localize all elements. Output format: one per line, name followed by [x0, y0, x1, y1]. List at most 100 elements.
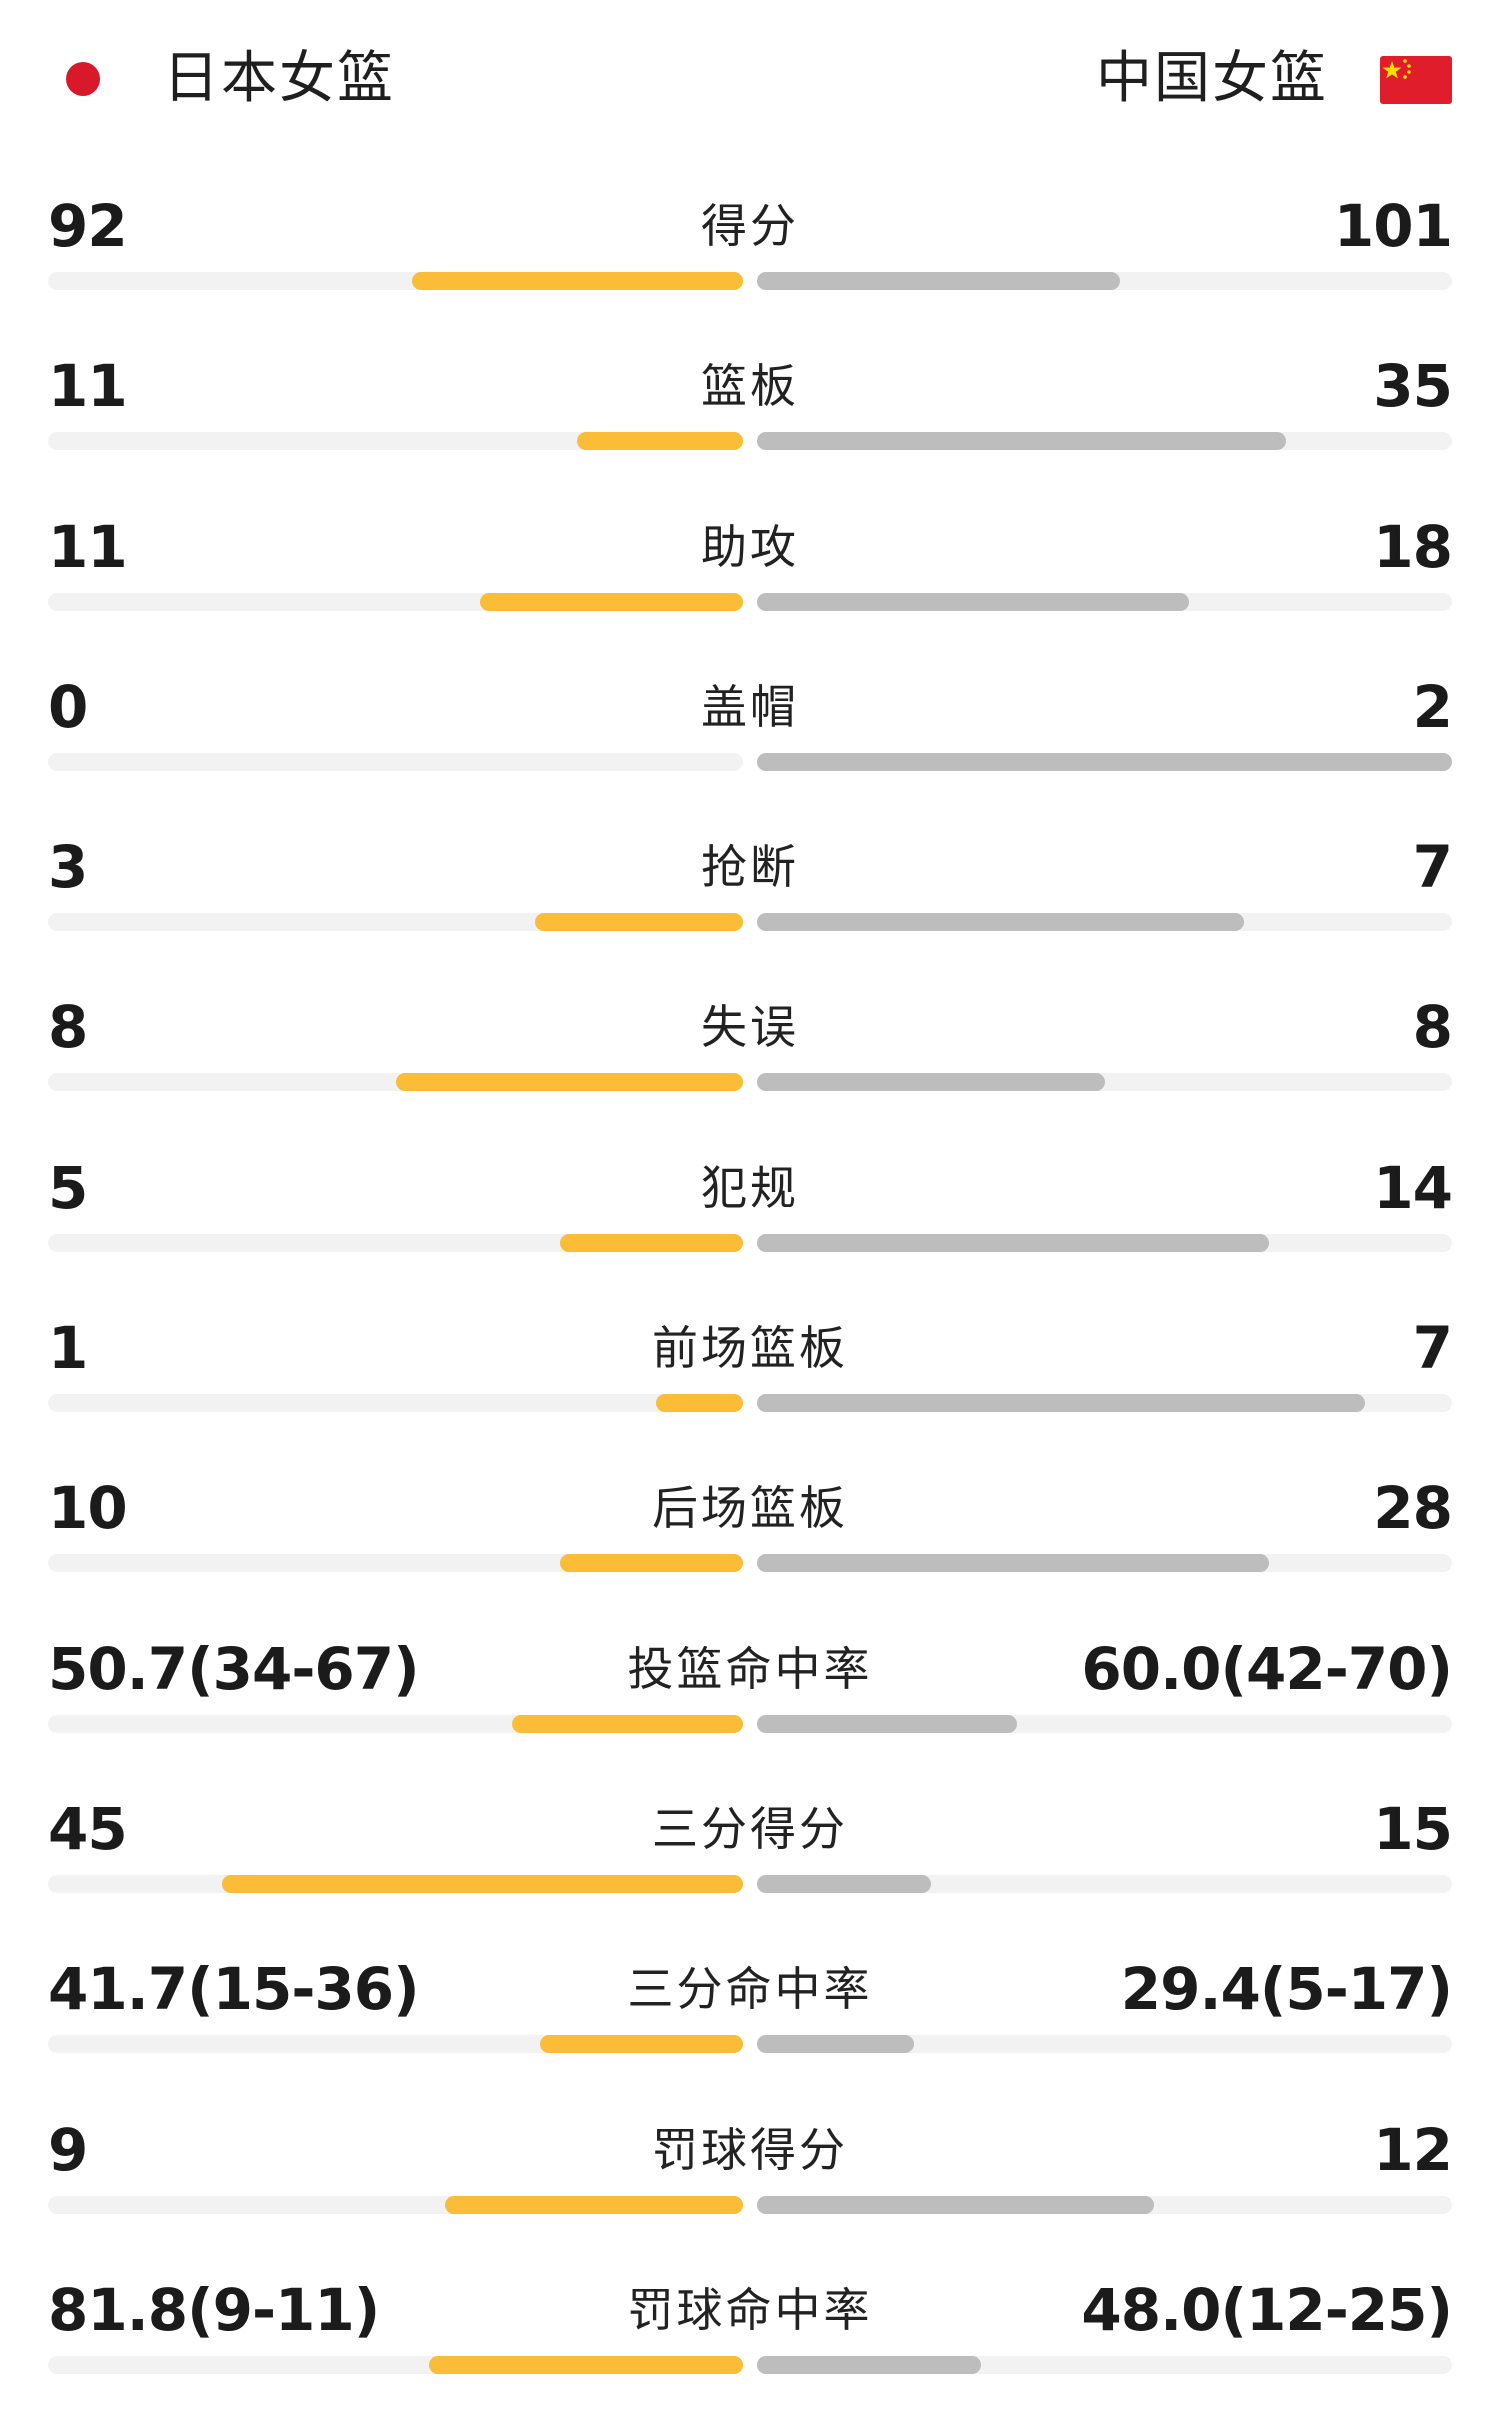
left-bar-track: [48, 1874, 743, 1893]
right-team-value: 35: [1373, 352, 1453, 421]
right-bar-track: [757, 1874, 1452, 1893]
right-bar-track: [757, 913, 1452, 932]
right-bar-track: [757, 2195, 1452, 2214]
left-bar-track: [48, 2035, 743, 2054]
left-bar-fill: [560, 1554, 743, 1573]
stat-row: 11 助攻 18: [0, 493, 1500, 653]
right-team-value: 48.0(12-25): [1081, 2275, 1453, 2344]
stat-row: 0 盖帽 2: [0, 653, 1500, 813]
right-bar-fill: [757, 2035, 915, 2054]
left-team-value: 1: [48, 1314, 88, 1383]
left-bar-fill: [221, 1874, 743, 1893]
left-bar-track: [48, 432, 743, 451]
japan-flag-icon: [66, 62, 100, 96]
left-team-value: 0: [48, 672, 88, 741]
stat-label: 盖帽: [701, 679, 799, 734]
stat-row: 1 前场篮板 7: [0, 1294, 1500, 1454]
stat-row: 5 犯规 14: [0, 1134, 1500, 1294]
right-bar-track: [757, 272, 1452, 290]
left-bar-fill: [511, 1714, 743, 1733]
stat-row: 10 后场篮板 28: [0, 1454, 1500, 1614]
stat-row: 8 失误 8: [0, 973, 1500, 1133]
stats-list: 92 得分 101 11 篮板 35 11 助攻 18 0 盖帽 2 3 抢断 7 8 失误 8 5 犯规 14 1 前场篮…: [0, 172, 1500, 2416]
right-bar-track: [757, 1714, 1452, 1733]
left-bar-track: [48, 913, 743, 932]
left-bar-fill: [560, 1233, 743, 1252]
left-bar-track: [48, 592, 743, 611]
stat-label: 三分命中率: [627, 1962, 873, 2017]
right-team-value: 29.4(5-17): [1120, 1955, 1453, 2024]
right-bar-fill: [757, 1394, 1366, 1413]
left-team-value: 11: [48, 512, 128, 581]
right-team-value: 2: [1412, 672, 1453, 741]
right-team-value: 28: [1373, 1474, 1453, 1543]
right-bar-fill: [757, 592, 1189, 611]
right-team-value: 60.0(42-70): [1081, 1634, 1453, 1703]
right-bar-track: [757, 1394, 1452, 1413]
right-bar-track: [757, 2035, 1452, 2054]
right-bar-track: [757, 2355, 1452, 2374]
left-bar-track: [48, 2355, 743, 2374]
left-bar-track: [48, 272, 743, 290]
right-bar-track: [757, 592, 1452, 611]
right-team-value: 15: [1373, 1794, 1453, 1863]
right-team-value: 101: [1333, 192, 1453, 260]
right-team-value: 14: [1373, 1153, 1453, 1222]
stat-label: 投篮命中率: [627, 1641, 873, 1696]
left-bar-track: [48, 2195, 743, 2214]
right-bar-fill: [757, 1554, 1270, 1573]
right-bar-track: [757, 432, 1452, 451]
stat-label: 抢断: [701, 840, 799, 895]
right-bar-fill: [757, 1233, 1270, 1252]
team-header: 日本女篮 中国女篮: [0, 0, 1500, 160]
stat-label: 失误: [701, 1000, 799, 1055]
left-bar-fill: [479, 592, 743, 611]
left-team-value: 11: [48, 352, 128, 421]
left-team-value: 8: [48, 993, 88, 1062]
china-flag-icon: [1380, 56, 1452, 104]
stat-label: 得分: [701, 199, 799, 253]
stat-row: 50.7(34-67) 投篮命中率 60.0(42-70): [0, 1615, 1500, 1775]
right-bar-fill: [757, 2195, 1154, 2214]
right-bar-fill: [757, 752, 1452, 771]
right-bar-fill: [757, 913, 1244, 932]
left-bar-track: [48, 1394, 743, 1413]
stat-label: 三分得分: [652, 1801, 848, 1856]
stat-row: 45 三分得分 15: [0, 1775, 1500, 1935]
left-bar-fill: [656, 1394, 743, 1413]
left-team-value: 41.7(15-36): [48, 1955, 420, 2024]
left-bar-fill: [534, 913, 743, 932]
stat-row: 81.8(9-11) 罚球命中率 48.0(12-25): [0, 2256, 1500, 2416]
right-team-value: 7: [1412, 1314, 1453, 1383]
stat-label: 前场篮板: [652, 1321, 848, 1376]
right-bar-track: [757, 752, 1452, 771]
right-bar-track: [757, 1554, 1452, 1573]
left-team-value: 81.8(9-11): [48, 2275, 380, 2344]
left-team-value: 45: [48, 1794, 128, 1863]
stat-label: 后场篮板: [652, 1481, 848, 1536]
left-team-name: 日本女篮: [163, 46, 395, 111]
left-team-value: 92: [48, 192, 128, 260]
left-bar-track: [48, 1554, 743, 1573]
right-team-value: 8: [1412, 993, 1453, 1062]
left-bar-fill: [576, 432, 743, 451]
right-bar-fill: [757, 272, 1121, 290]
stat-label: 罚球得分: [652, 2122, 848, 2177]
left-bar-fill: [444, 2195, 743, 2214]
stat-row: 92 得分 101: [0, 172, 1500, 332]
right-team-name: 中国女篮: [1096, 46, 1328, 111]
left-bar-track: [48, 752, 743, 771]
stat-label: 犯规: [701, 1160, 799, 1215]
right-team-value: 12: [1373, 2115, 1453, 2184]
right-bar-fill: [757, 1073, 1105, 1092]
right-team-value: 7: [1412, 833, 1453, 902]
right-bar-fill: [757, 1714, 1017, 1733]
stat-row: 3 抢断 7: [0, 813, 1500, 973]
left-bar-fill: [428, 2355, 743, 2374]
stat-row: 11 篮板 35: [0, 332, 1500, 492]
left-bar-track: [48, 1233, 743, 1252]
left-bar-track: [48, 1073, 743, 1092]
left-bar-fill: [411, 272, 743, 290]
left-team-value: 3: [48, 833, 88, 902]
right-bar-track: [757, 1233, 1452, 1252]
